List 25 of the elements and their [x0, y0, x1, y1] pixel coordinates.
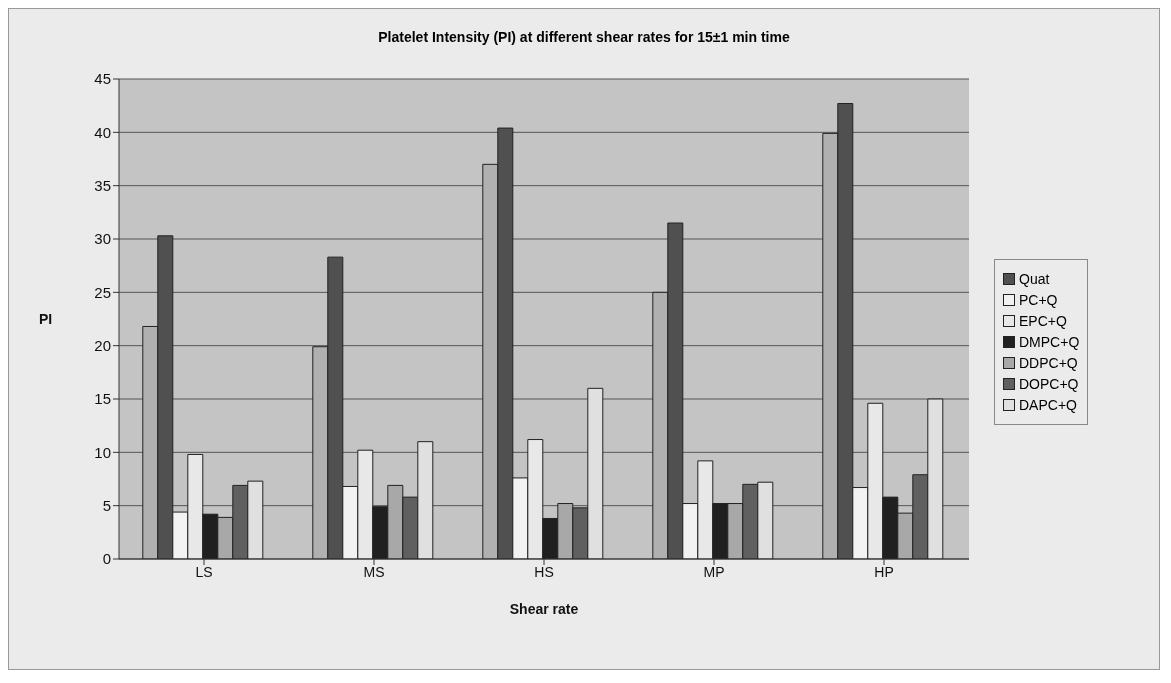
y-tick-label: 0: [102, 550, 111, 568]
y-tick-label: 20: [94, 336, 111, 354]
x-tick-label: MS: [363, 563, 385, 580]
legend-label: DDPC+Q: [1019, 355, 1078, 371]
x-tick-label: LS: [195, 563, 213, 580]
legend-label: DMPC+Q: [1019, 334, 1080, 350]
y-tick-label: 35: [94, 176, 111, 194]
chart-title: Platelet Intensity (PI) at different shear rates for 15±1 min time: [377, 29, 791, 45]
y-tick-label: 40: [94, 123, 111, 141]
legend-label: EPC+Q: [1019, 313, 1067, 329]
legend-label: PC+Q: [1019, 292, 1058, 308]
y-tick-label: 25: [94, 283, 111, 301]
y-tick-label: 45: [94, 70, 111, 88]
x-tick-label: HP: [874, 563, 894, 580]
y-tick-label: 10: [94, 443, 111, 461]
legend-label: Quat: [1019, 271, 1050, 287]
legend-label: DAPC+Q: [1019, 397, 1077, 413]
x-tick-label: HS: [534, 563, 554, 580]
y-tick-label: 30: [94, 230, 111, 248]
x-axis-title: Shear rate: [509, 601, 579, 617]
y-axis-title: PI: [39, 310, 53, 327]
y-tick-label: 15: [94, 390, 111, 408]
legend-label: DOPC+Q: [1019, 376, 1079, 392]
x-tick-label: MP: [703, 563, 725, 580]
y-tick-label: 5: [102, 496, 111, 514]
